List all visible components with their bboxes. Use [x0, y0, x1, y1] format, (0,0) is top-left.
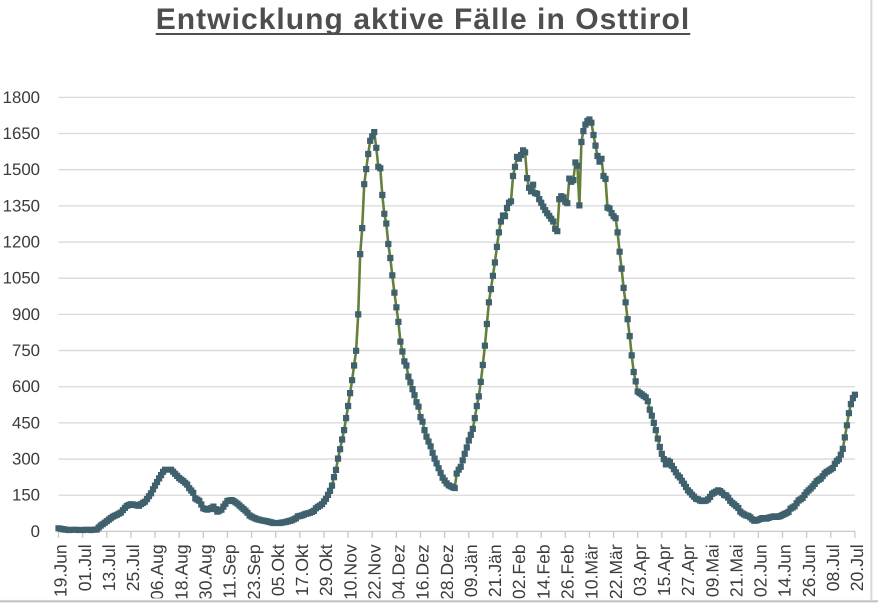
svg-text:1800: 1800 [3, 88, 40, 107]
svg-text:04.Dez: 04.Dez [389, 544, 409, 600]
svg-text:19.Jun: 19.Jun [51, 544, 71, 597]
svg-text:06.Aug: 06.Aug [147, 544, 167, 600]
svg-text:28.Dez: 28.Dez [437, 544, 457, 600]
svg-text:25.Jul: 25.Jul [123, 544, 143, 591]
svg-text:15.Apr: 15.Apr [654, 544, 674, 596]
svg-text:13.Jul: 13.Jul [99, 544, 119, 591]
svg-text:450: 450 [12, 413, 40, 432]
svg-text:01.Jul: 01.Jul [75, 544, 95, 591]
svg-text:900: 900 [12, 305, 40, 324]
svg-text:150: 150 [12, 486, 40, 505]
svg-text:14.Feb: 14.Feb [533, 544, 553, 599]
svg-text:08.Jul: 08.Jul [823, 544, 843, 591]
svg-text:18.Aug: 18.Aug [171, 544, 191, 600]
svg-text:1500: 1500 [3, 160, 40, 179]
svg-text:27.Apr: 27.Apr [678, 544, 698, 596]
svg-text:10.Nov: 10.Nov [340, 544, 360, 600]
svg-text:1350: 1350 [3, 196, 40, 215]
svg-text:17.Okt: 17.Okt [292, 544, 312, 596]
svg-text:600: 600 [12, 377, 40, 396]
svg-text:22.Mär: 22.Mär [606, 544, 626, 599]
svg-text:16.Dez: 16.Dez [413, 544, 433, 600]
svg-text:26.Feb: 26.Feb [558, 544, 578, 599]
svg-text:03.Apr: 03.Apr [630, 544, 650, 596]
svg-text:09.Jän: 09.Jän [461, 544, 481, 597]
svg-text:1050: 1050 [3, 269, 40, 288]
svg-text:11.Sep: 11.Sep [220, 544, 240, 599]
svg-text:26.Jun: 26.Jun [799, 544, 819, 597]
svg-text:29.Okt: 29.Okt [316, 544, 336, 596]
svg-text:300: 300 [12, 450, 40, 469]
svg-text:1200: 1200 [3, 233, 40, 252]
svg-text:21.Jän: 21.Jän [485, 544, 505, 597]
svg-text:09.Mai: 09.Mai [702, 544, 722, 597]
svg-text:02.Feb: 02.Feb [509, 544, 529, 599]
svg-text:05.Okt: 05.Okt [268, 544, 288, 596]
svg-text:02.Jun: 02.Jun [751, 544, 771, 597]
svg-text:21.Mai: 21.Mai [726, 544, 746, 597]
svg-text:22.Nov: 22.Nov [364, 544, 384, 600]
svg-text:30.Aug: 30.Aug [196, 544, 216, 600]
svg-text:10.Mär: 10.Mär [582, 544, 602, 599]
svg-text:20.Jul: 20.Jul [847, 544, 867, 591]
svg-text:0: 0 [31, 522, 40, 541]
svg-text:750: 750 [12, 341, 40, 360]
svg-text:1650: 1650 [3, 124, 40, 143]
svg-text:14.Jun: 14.Jun [775, 544, 795, 597]
svg-text:23.Sep: 23.Sep [244, 544, 264, 600]
